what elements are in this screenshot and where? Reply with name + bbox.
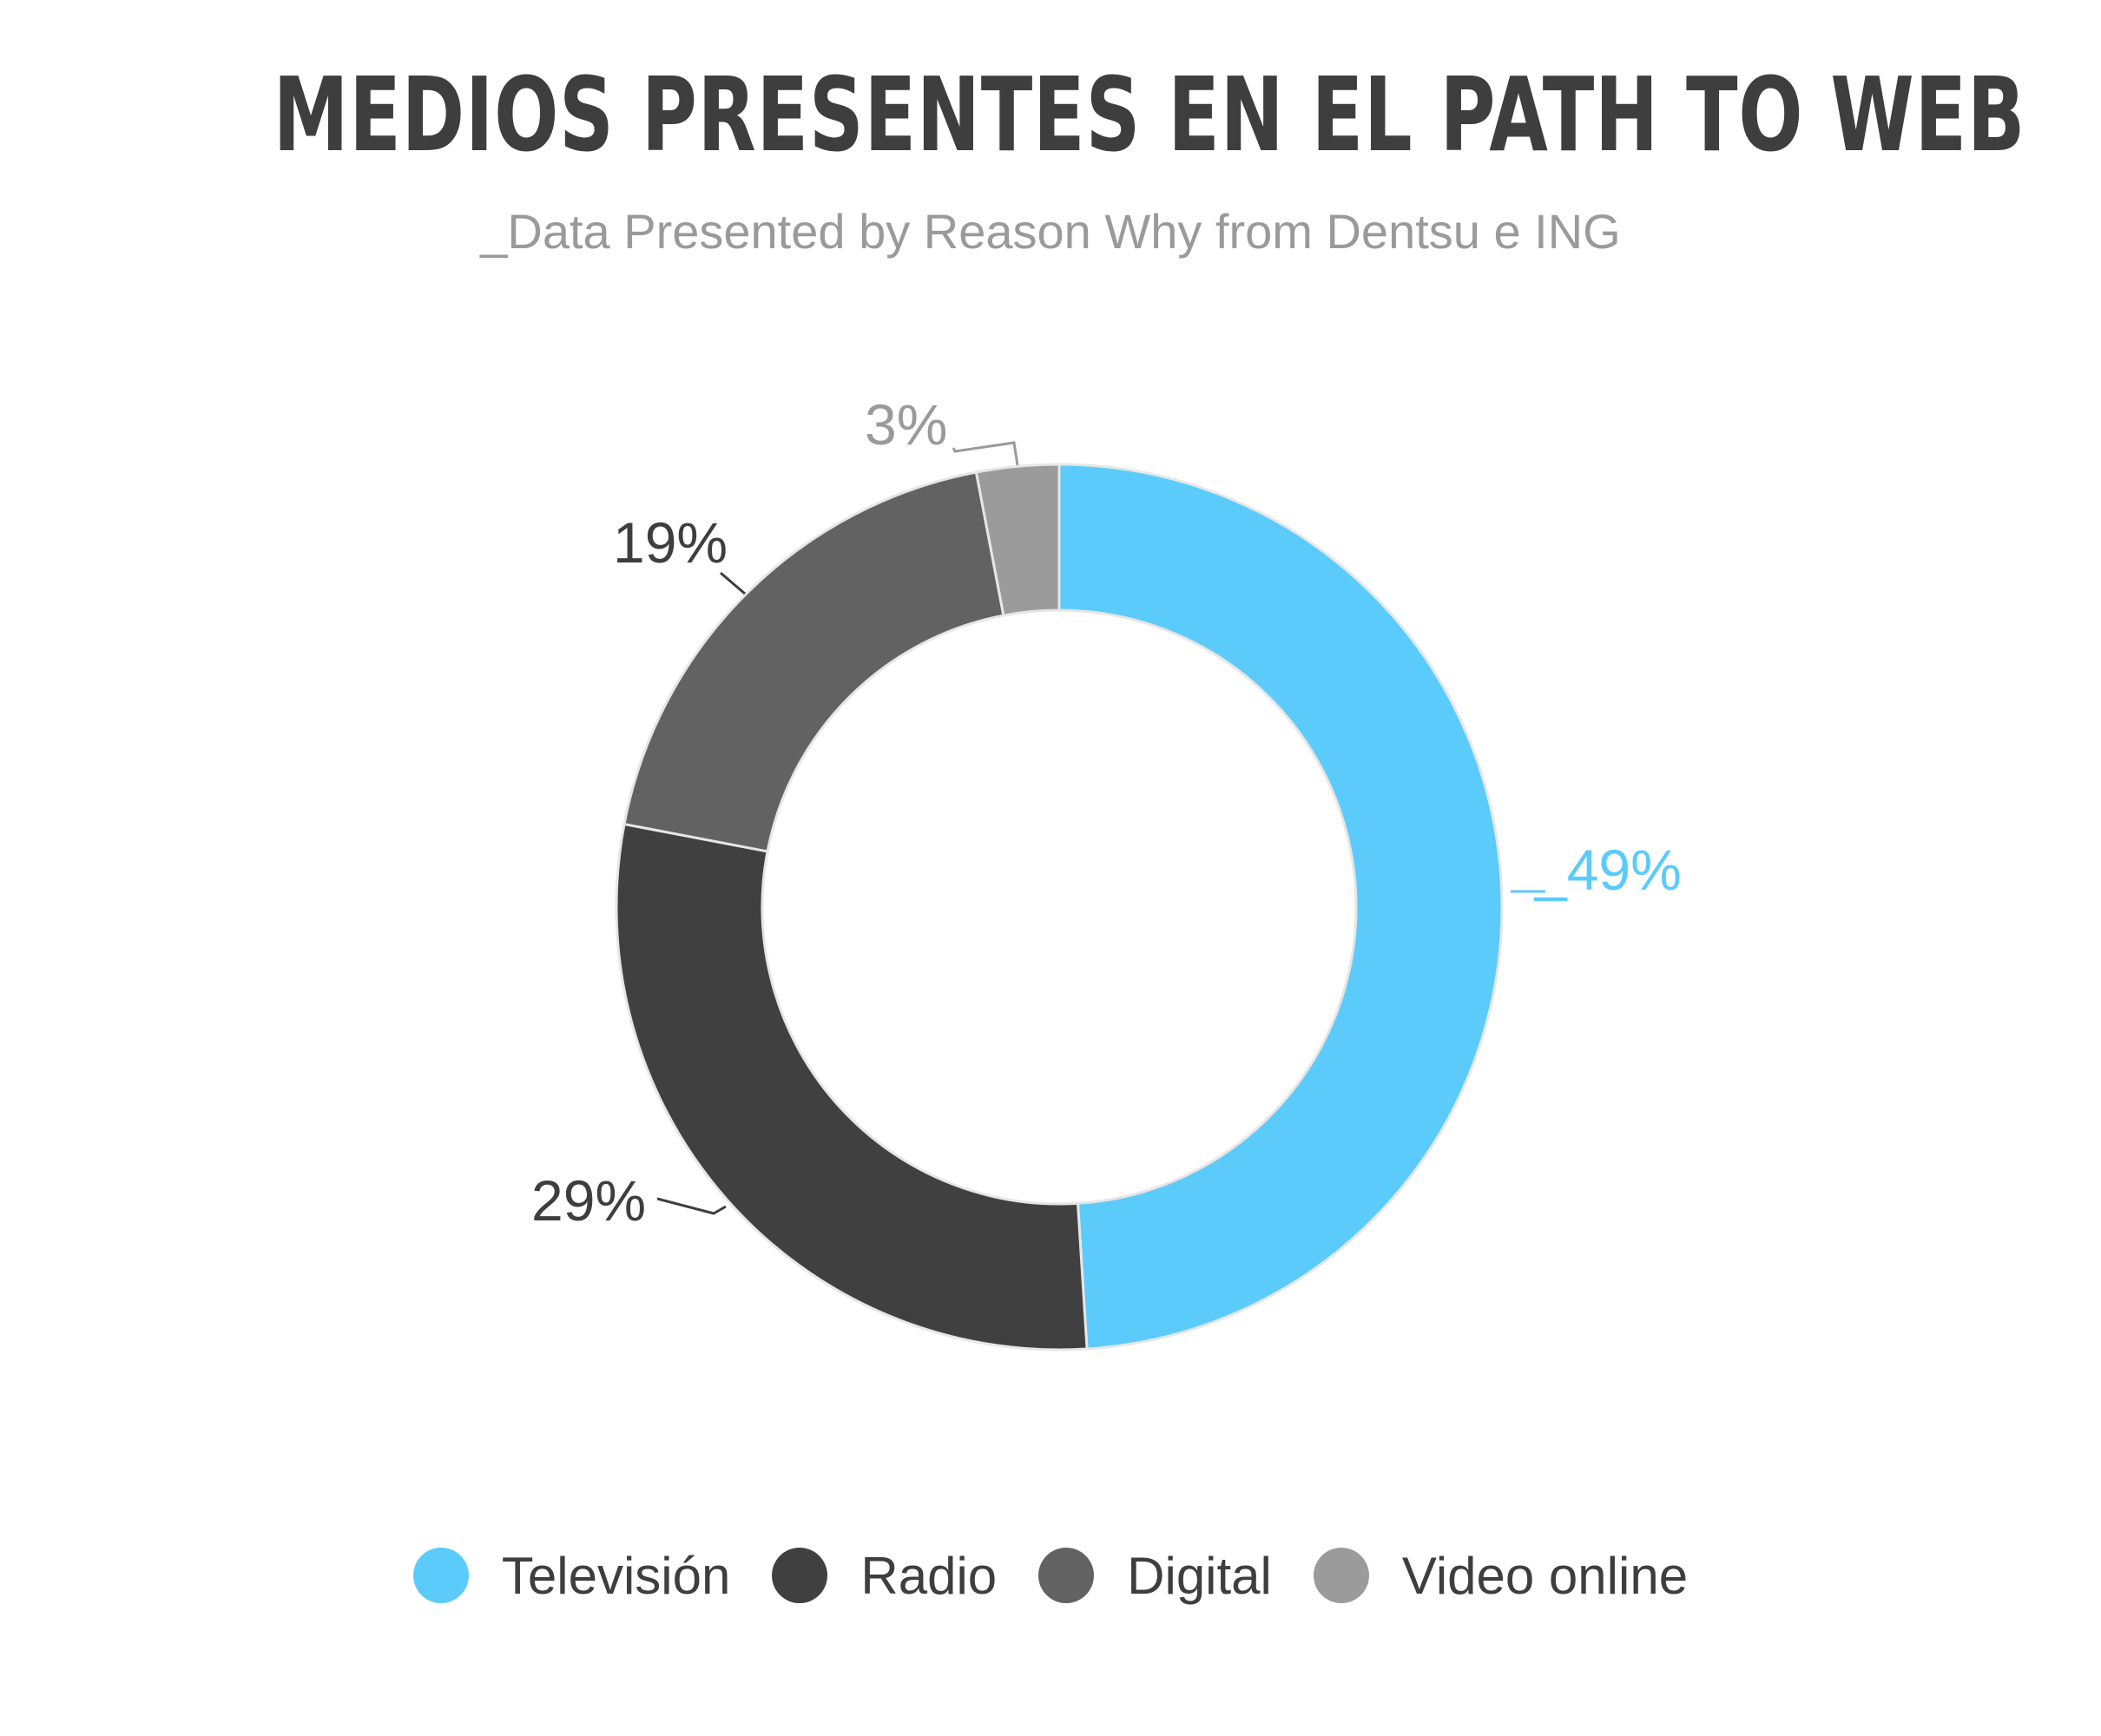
legend-swatch-video-online: [1313, 1548, 1369, 1603]
leader-line-video-online: [952, 441, 1019, 466]
legend-swatch-digital: [1038, 1548, 1095, 1603]
legend-item-television: Televisión: [412, 1546, 731, 1606]
legend-swatch-radio: [772, 1548, 828, 1603]
data-label-video-online: 3%: [865, 392, 947, 457]
leader-line-digital: [720, 571, 746, 595]
slice-radio: [615, 822, 1089, 1351]
slice-digital: [622, 470, 1005, 853]
legend-item-video-online: Video online: [1313, 1546, 1689, 1606]
data-label-television: _49%: [1534, 838, 1682, 902]
legend-label-video-online: Video online: [1401, 1546, 1689, 1605]
legend-label-television: Televisión: [501, 1546, 731, 1605]
legend-swatch-television: [412, 1548, 469, 1603]
data-label-radio: 29%: [531, 1168, 646, 1233]
legend-label-radio: Radio: [860, 1546, 998, 1605]
data-label-digital: 19%: [613, 510, 728, 575]
chart-title: MEDIOS PRESENTES EN EL PATH TO WEB: [273, 55, 2026, 174]
slice-video-online: [974, 463, 1061, 617]
chart-subtitle: _Data Presented by Reason Why from Dents…: [480, 204, 1621, 259]
legend-label-digital: Digital: [1127, 1546, 1272, 1605]
chart-legend: Televisión Radio Digital Video online: [0, 1536, 2101, 1614]
leader-line-radio: [656, 1197, 727, 1215]
slice-television: [1057, 463, 1504, 1351]
legend-item-digital: Digital: [1038, 1546, 1272, 1606]
legend-item-radio: Radio: [772, 1546, 997, 1606]
